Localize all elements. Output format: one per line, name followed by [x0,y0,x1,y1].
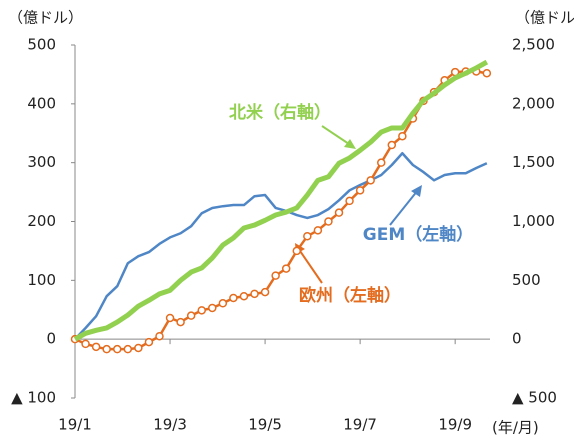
data-point [165,313,175,323]
y2-tick-label: 500 [512,271,541,289]
data-point [366,176,375,185]
y2-axis-label: （億ドル） [515,9,574,27]
data-point [112,344,122,354]
x-tick-label: 19/9 [438,416,472,434]
x-tick-label: 19/1 [58,416,92,434]
data-point [345,196,354,206]
data-point [91,342,101,352]
data-point [81,339,90,349]
series-annotation: 北米（右軸） [229,102,331,123]
y2-tick-label: 0 [512,330,522,348]
y-tick-label: 100 [27,271,56,289]
arrow [297,247,323,284]
data-point [176,317,185,327]
data-point [271,271,280,280]
data-point [102,344,111,354]
data-point [208,303,217,313]
y2-tick-label: 1,000 [512,212,555,230]
series-line [74,152,488,341]
data-point [144,337,154,347]
data-point [155,331,164,341]
x-tick-label: 19/5 [248,416,282,434]
series-line [73,59,489,342]
y-tick-label: 200 [27,212,56,230]
y-axis-label: （億ドル） [8,9,83,27]
data-point [250,289,259,299]
data-point [218,299,228,308]
data-point [313,226,323,235]
data-point [482,68,492,78]
y2-tick-label: 2,000 [512,94,555,112]
data-point [123,344,133,354]
data-point [292,246,302,256]
x-axis-label: (年/月) [492,419,539,437]
y2-tick-label: ▲ 500 [512,389,557,407]
x-tick-label: 19/7 [343,416,377,434]
arrow [389,189,419,226]
data-point [197,306,206,315]
arrowhead [411,185,422,197]
data-point [387,140,397,150]
data-point [376,158,386,167]
y-tick-label: 400 [27,94,56,112]
series-annotation: GEM（左軸） [363,224,473,245]
y2-tick-label: 2,500 [512,36,555,54]
arrow [321,125,353,147]
x-tick-label: 19/3 [153,416,187,434]
data-point [134,343,143,353]
data-point [186,311,196,320]
data-point [260,287,270,297]
data-point [239,291,249,301]
y-tick-label: 300 [27,153,56,171]
y-tick-label: 0 [46,330,56,348]
data-point [281,264,291,273]
arrowhead [344,139,356,149]
data-point [324,217,333,226]
y-tick-label: 500 [27,36,56,54]
data-point [303,231,312,241]
data-point [334,208,344,217]
data-point [398,131,407,141]
data-point [355,186,365,195]
y-tick-label: ▲ 100 [11,389,56,407]
data-point [229,293,238,303]
series-annotation: 欧州（左軸） [299,285,401,306]
y2-tick-label: 1,500 [512,153,555,171]
